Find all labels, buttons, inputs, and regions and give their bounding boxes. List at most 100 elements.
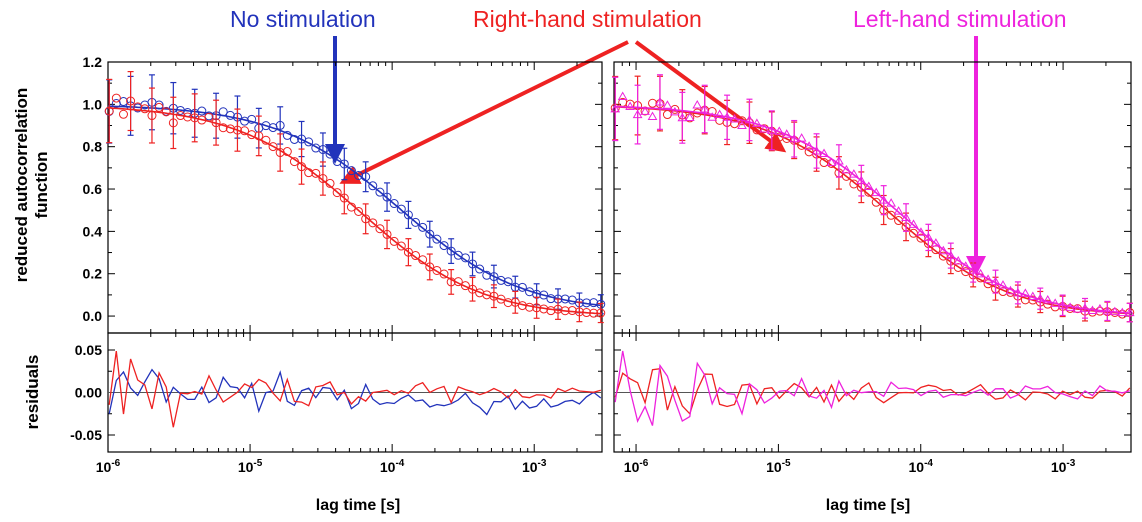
- data-point-left: [714, 109, 725, 118]
- y-axis-title-line1: reduced autocorrelation: [12, 88, 31, 283]
- data-point-right: [648, 98, 658, 108]
- data-point-no_stim: [468, 259, 478, 269]
- data-point-left: [1020, 288, 1031, 297]
- data-point-left: [737, 120, 747, 129]
- data-point-right: [218, 123, 228, 133]
- data-point-no_stim: [197, 106, 207, 116]
- data-point-right: [730, 119, 740, 129]
- data-point-right: [425, 262, 435, 272]
- data-point-left: [1095, 303, 1105, 313]
- data-point-right: [432, 265, 442, 275]
- x-tick-label: 10-3: [522, 458, 547, 475]
- residual-line-left: [614, 350, 1130, 426]
- data-point-left: [945, 250, 956, 260]
- x-axis-title-right: lag time [s]: [826, 497, 910, 514]
- x-tick-label: 10-5: [766, 458, 791, 475]
- data-point-right: [389, 236, 399, 246]
- arrow-right-hand-to-right-panel: [634, 40, 787, 153]
- data-point-left: [677, 112, 688, 122]
- data-point-left: [856, 175, 867, 185]
- data-point-no_stim: [354, 170, 364, 180]
- data-point-no_stim: [325, 149, 335, 159]
- y-tick-label: 1.2: [83, 54, 103, 70]
- y-tick-label: 0.4: [83, 223, 103, 239]
- data-point-right: [468, 284, 478, 294]
- x-tick-label: 10-5: [238, 458, 263, 475]
- data-point-no_stim: [432, 234, 442, 244]
- data-point-right: [318, 174, 328, 184]
- data-point-no_stim: [589, 298, 599, 308]
- data-point-right: [232, 125, 242, 135]
- main-plot-frame: [107, 61, 603, 334]
- data-point-right: [154, 102, 164, 112]
- data-point-right: [354, 206, 364, 216]
- data-point-right: [126, 96, 136, 106]
- data-point-left: [610, 103, 621, 113]
- data-point-left: [953, 255, 964, 265]
- data-point-no_stim: [375, 187, 385, 197]
- data-point-no_stim: [489, 272, 499, 282]
- annotation-right-hand-stimulation: Right-hand stimulation: [473, 6, 702, 32]
- residual-y-tick-label: 0.00: [75, 385, 102, 401]
- data-point-no_stim: [304, 137, 314, 147]
- data-point-left: [640, 106, 650, 115]
- data-point-left: [647, 111, 658, 121]
- data-point-right: [161, 107, 171, 117]
- data-point-right: [361, 214, 371, 224]
- data-point-no_stim: [411, 217, 421, 227]
- fit-curve-no_stim: [108, 105, 603, 307]
- data-point-right: [140, 104, 150, 114]
- data-point-left: [916, 227, 926, 236]
- data-point-right: [311, 168, 321, 178]
- x-axis-title-left: lag time [s]: [316, 497, 400, 514]
- data-point-left: [707, 112, 718, 121]
- data-point-right: [268, 142, 278, 152]
- y-tick-label: 1.0: [83, 96, 103, 112]
- left-panel: 0.0 0.2 0.4 0.6 0.8 1.0 1.2 -0.05 0.00 0.05 10-6 10…: [70, 54, 606, 475]
- data-point-left: [1124, 307, 1135, 317]
- data-point-left: [841, 164, 852, 174]
- data-point-no_stim: [368, 181, 378, 191]
- data-point-no_stim: [418, 222, 428, 232]
- fit-curve-left: [613, 105, 1132, 314]
- data-point-right: [403, 247, 413, 257]
- data-point-right: [931, 245, 941, 255]
- data-point-left: [692, 100, 703, 109]
- residual-line-right: [108, 351, 601, 428]
- data-point-right: [482, 290, 492, 300]
- data-point-right: [460, 281, 470, 291]
- data-point-right: [118, 109, 128, 119]
- data-point-right: [168, 118, 178, 128]
- data-point-no_stim: [539, 290, 549, 300]
- data-point-left: [878, 195, 889, 204]
- data-point-no_stim: [318, 145, 328, 155]
- data-point-right: [332, 188, 342, 198]
- data-point-right: [496, 294, 506, 304]
- x-tick-label: 10-6: [96, 458, 121, 475]
- data-point-right: [886, 210, 896, 220]
- data-point-right: [396, 241, 406, 251]
- residual-y-tick-label: 0.05: [75, 342, 102, 358]
- x-tick-label: 10-4: [380, 458, 405, 475]
- data-point-right: [411, 251, 421, 261]
- residual-line-no_stim: [108, 368, 602, 416]
- data-point-left: [655, 97, 665, 106]
- data-point-right: [662, 110, 672, 120]
- data-point-left: [744, 114, 755, 124]
- data-point-left: [960, 261, 971, 270]
- data-point-no_stim: [339, 159, 349, 169]
- x-tick-label: 10-4: [908, 458, 933, 475]
- data-point-left: [759, 124, 770, 133]
- y-tick-label: 0.2: [83, 266, 103, 282]
- x-tick-label: 10-3: [1051, 458, 1076, 475]
- data-point-right: [104, 106, 114, 116]
- data-point-right: [938, 251, 948, 261]
- data-point-no_stim: [446, 246, 456, 256]
- annotation-no-stimulation: No stimulation: [230, 6, 376, 32]
- data-point-right: [111, 93, 121, 103]
- data-point-no_stim: [403, 210, 413, 220]
- data-point-no_stim: [382, 192, 392, 202]
- data-point-left: [699, 103, 710, 113]
- y-tick-label: 0.8: [83, 139, 103, 155]
